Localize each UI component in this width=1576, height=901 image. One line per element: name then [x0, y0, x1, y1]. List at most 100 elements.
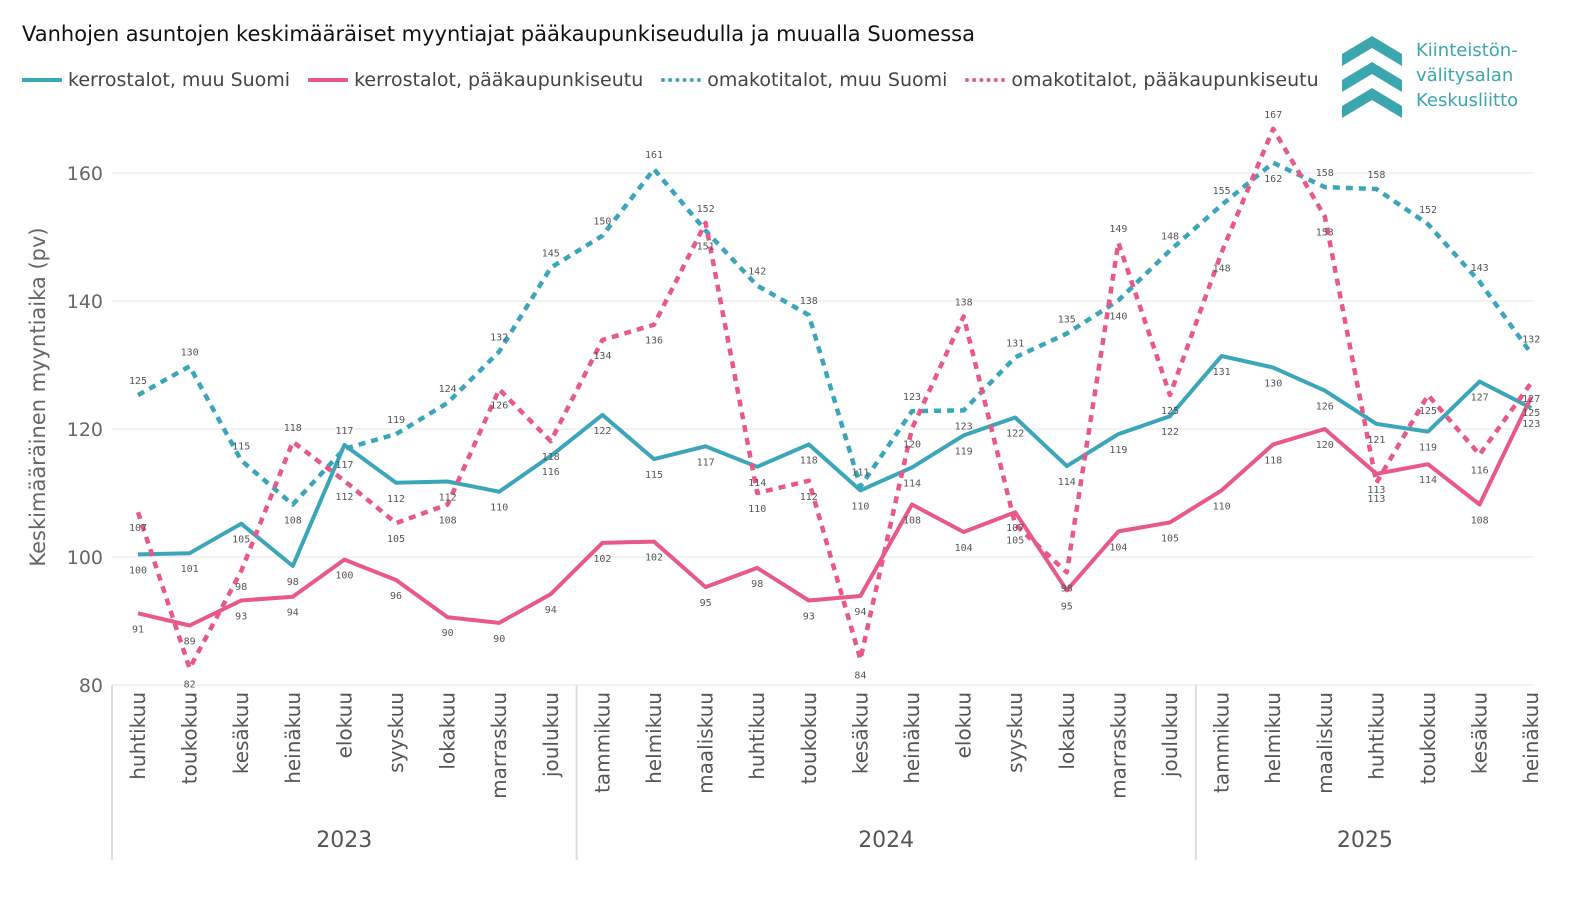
y-tick-label: 160	[67, 163, 103, 185]
y-tick-label: 120	[67, 419, 103, 441]
data-label: 152	[697, 204, 715, 215]
data-label: 126	[1316, 402, 1334, 413]
data-label: 90	[442, 628, 454, 639]
data-label: 101	[181, 564, 199, 575]
data-label: 122	[1006, 428, 1024, 439]
x-tick-label: huhtikuu	[1364, 692, 1388, 780]
data-label: 115	[232, 441, 250, 452]
data-label: 118	[800, 455, 818, 466]
data-label: 111	[851, 468, 869, 479]
data-label: 112	[439, 492, 457, 503]
chart-title: Vanhojen asuntojen keskimääräiset myynti…	[22, 22, 975, 46]
data-label: 125	[1161, 406, 1179, 417]
data-label: 110	[1213, 501, 1231, 512]
data-label: 152	[1419, 205, 1437, 216]
data-label: 112	[387, 494, 405, 505]
logo-chevron-top	[1342, 36, 1402, 66]
data-label: 114	[1419, 475, 1437, 486]
year-label: 2023	[316, 828, 372, 853]
legend: kerrostalot, muu Suomi kerrostalot, pääka…	[22, 66, 1337, 94]
data-label: 95	[1061, 601, 1073, 612]
data-label: 117	[697, 457, 715, 468]
data-label: 84	[854, 670, 866, 681]
x-tick-label: toukokuu	[797, 692, 821, 784]
data-label: 153	[1316, 228, 1334, 239]
x-tick-label: marraskuu	[1106, 692, 1130, 799]
data-label: 100	[335, 571, 353, 582]
data-label: 135	[1058, 315, 1076, 326]
data-label: 108	[284, 516, 302, 527]
data-label: 114	[748, 478, 766, 489]
legend-label: omakotitalot, pääkaupunkiseutu	[1011, 69, 1319, 91]
x-tick-label: lokakuu	[1055, 692, 1079, 770]
data-label: 134	[593, 351, 611, 362]
data-label: 127	[1522, 394, 1540, 405]
legend-swatch	[661, 78, 702, 82]
data-label: 82	[184, 679, 196, 690]
data-label: 91	[132, 624, 144, 635]
data-label: 122	[593, 426, 611, 437]
data-label: 138	[955, 297, 973, 308]
data-label: 123	[1522, 419, 1540, 430]
data-label: 127	[1471, 393, 1489, 404]
legend-swatch	[308, 78, 349, 82]
x-tick-label: marraskuu	[487, 692, 511, 799]
data-label: 119	[387, 415, 405, 426]
axes: 80 100 120 140 160 Keskimääräinen myyntiaika …	[26, 163, 1543, 860]
data-label: 145	[542, 249, 560, 260]
legend-item-2[interactable]: kerrostalot, pääkaupunkiseutu	[308, 69, 643, 91]
x-tick-label: huhtikuu	[126, 692, 150, 780]
logo-chevron-bottom	[1342, 88, 1402, 118]
legend-item-3[interactable]: omakotitalot, muu Suomi	[661, 69, 947, 91]
series-line-4	[135, 126, 1534, 671]
data-label: 105	[1006, 535, 1024, 546]
data-label: 161	[645, 150, 663, 161]
x-tick-label: heinäkuu	[900, 692, 924, 784]
data-label: 158	[1316, 168, 1334, 179]
data-label: 108	[439, 516, 457, 527]
data-label: 108	[1471, 516, 1489, 527]
data-label: 119	[955, 446, 973, 457]
data-label: 105	[1161, 533, 1179, 544]
data-label: 114	[1058, 477, 1076, 488]
legend-label: kerrostalot, pääkaupunkiseutu	[354, 69, 644, 91]
data-label: 105	[232, 535, 250, 546]
x-tick-label: tammikuu	[590, 692, 614, 793]
y-tick-label: 100	[67, 547, 103, 569]
data-label: 126	[490, 400, 508, 411]
legend-item-4[interactable]: omakotitalot, pääkaupunkiseutu	[965, 69, 1319, 91]
data-label: 108	[903, 516, 921, 527]
data-label: 104	[1109, 542, 1127, 553]
data-label: 110	[748, 504, 766, 515]
data-label: 136	[645, 336, 663, 347]
data-label: 162	[1264, 174, 1282, 185]
data-label: 143	[1471, 263, 1489, 274]
data-label: 117	[335, 426, 353, 437]
year-label: 2025	[1337, 828, 1393, 853]
data-label: 116	[1471, 466, 1489, 477]
data-label: 102	[593, 554, 611, 565]
x-tick-label: kesäkuu	[1468, 692, 1492, 774]
data-label: 94	[545, 605, 557, 616]
logo-line-3: Keskusliitto	[1416, 90, 1519, 111]
y-tick-label: 140	[67, 291, 103, 313]
data-label: 94	[287, 608, 299, 619]
data-label: 96	[390, 591, 402, 602]
data-label: 110	[490, 503, 508, 514]
logo-text: Kiinteistön- välitysalan Keskusliitto	[1416, 38, 1518, 113]
data-label: 131	[1006, 338, 1024, 349]
data-label: 118	[542, 452, 560, 463]
data-label: 122	[1161, 427, 1179, 438]
data-label: 120	[1316, 440, 1334, 451]
logo-chevron-middle	[1342, 62, 1402, 92]
x-tick-label: toukokuu	[1416, 692, 1440, 784]
x-tick-label: toukokuu	[178, 692, 202, 784]
data-label: 138	[800, 296, 818, 307]
data-label: 132	[1522, 334, 1540, 345]
data-label: 112	[800, 492, 818, 503]
x-tick-label: heinäkuu	[281, 692, 305, 784]
x-tick-label: maaliskuu	[694, 692, 718, 794]
data-labels: 125 107 100 91 130 101 89 82 115 105 98 93 118 108 98 9…	[129, 110, 1540, 691]
x-tick-label: tammikuu	[1210, 692, 1234, 793]
legend-item-1[interactable]: kerrostalot, muu Suomi	[22, 69, 290, 91]
